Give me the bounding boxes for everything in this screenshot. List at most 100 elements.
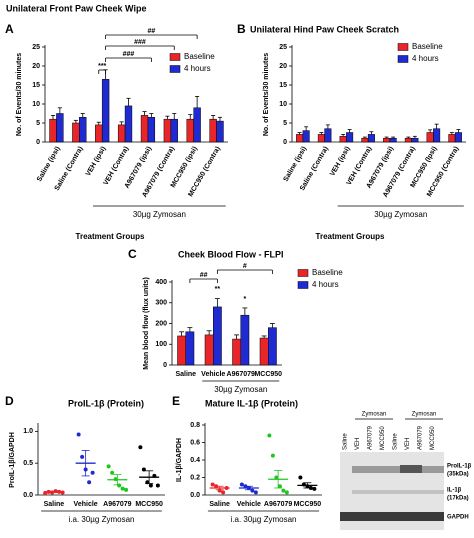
bar bbox=[79, 117, 87, 143]
panel-letter: D bbox=[5, 394, 14, 408]
bar bbox=[404, 137, 412, 143]
sig-annotation: ## bbox=[147, 28, 155, 35]
y-tick-label: 0.4 bbox=[190, 457, 200, 464]
x-tick-label: A967079 bbox=[103, 501, 132, 508]
sig-annotation: ## bbox=[200, 272, 208, 279]
bar bbox=[339, 136, 347, 143]
y-tick-label: 0.8 bbox=[190, 422, 200, 429]
y-tick-label: 25 bbox=[32, 44, 40, 51]
group-label: Zymosan bbox=[412, 412, 437, 418]
bar bbox=[216, 120, 224, 143]
sig-annotation: ### bbox=[134, 39, 146, 46]
bar bbox=[367, 134, 375, 143]
y-tick-label: 10 bbox=[279, 101, 287, 108]
group-label: 30µg Zymosan bbox=[374, 210, 427, 219]
bar bbox=[426, 132, 434, 143]
data-point bbox=[253, 490, 258, 495]
bar bbox=[213, 306, 222, 366]
bar bbox=[140, 115, 149, 143]
group-label: 30µg Zymosan bbox=[214, 385, 267, 394]
bar bbox=[433, 128, 441, 143]
band-label: ProIL-1β bbox=[447, 464, 472, 470]
y-axis-label: IL-1β/GAPDH bbox=[176, 438, 183, 482]
data-point bbox=[76, 432, 81, 437]
y-tick-label: 200 bbox=[155, 320, 167, 327]
y-tick-label: 20 bbox=[32, 63, 40, 70]
x-tick-label: A967079 bbox=[264, 501, 293, 508]
legend-label: Baseline bbox=[184, 52, 215, 61]
data-point bbox=[106, 464, 111, 469]
y-tick-label: 20 bbox=[279, 63, 287, 70]
bar bbox=[101, 79, 110, 143]
data-point bbox=[284, 490, 289, 495]
x-axis-label: Treatment Groups bbox=[76, 232, 145, 241]
x-tick-label: MCC950 bbox=[294, 501, 322, 508]
bar bbox=[361, 137, 369, 143]
bar bbox=[147, 117, 156, 143]
group-label: i.a. 30µg Zymosan bbox=[231, 515, 297, 524]
data-point bbox=[298, 475, 303, 480]
sig-annotation: ### bbox=[123, 51, 135, 58]
bar bbox=[259, 337, 269, 366]
y-tick-label: 0.0 bbox=[23, 492, 33, 499]
x-tick-label: MCC950 bbox=[135, 501, 163, 508]
lane-label: A967079 bbox=[368, 425, 374, 450]
lane-label: MCC950 bbox=[430, 426, 436, 450]
y-tick-label: 5 bbox=[36, 120, 40, 127]
lane-label: Saline bbox=[343, 433, 349, 450]
bar bbox=[56, 113, 64, 143]
y-tick-label: 100 bbox=[155, 341, 167, 348]
band-label: (35kDa) bbox=[447, 472, 469, 478]
legend-label: 4 hours bbox=[312, 280, 339, 289]
legend-swatch bbox=[297, 269, 309, 277]
y-tick-label: 0.5 bbox=[23, 460, 33, 467]
bar bbox=[324, 128, 332, 143]
data-point bbox=[138, 445, 143, 450]
y-tick-label: 0.0 bbox=[190, 492, 200, 499]
panel-letter: A bbox=[5, 22, 14, 36]
y-tick-label: 0 bbox=[163, 362, 167, 369]
bar bbox=[448, 134, 456, 143]
bar bbox=[49, 118, 57, 143]
lane-label: VEH bbox=[405, 438, 411, 450]
y-tick-label: 300 bbox=[155, 300, 167, 307]
data-point bbox=[80, 454, 85, 459]
bar bbox=[163, 118, 172, 143]
bar bbox=[268, 327, 277, 366]
data-point bbox=[281, 488, 286, 493]
legend-label: 4 hours bbox=[412, 54, 439, 63]
x-tick-label: VEH (ipsi) bbox=[329, 145, 352, 177]
x-tick-label: A967079 bbox=[227, 371, 256, 378]
lane-label: A967079 bbox=[418, 425, 424, 450]
chart-title: Unilateral Hind Paw Cheek Scratch bbox=[250, 24, 399, 34]
y-tick-label: 400 bbox=[155, 279, 167, 286]
band-label: GAPDH bbox=[447, 515, 469, 521]
data-point bbox=[250, 488, 255, 493]
legend-swatch bbox=[297, 281, 309, 289]
y-axis-label: No. of Events/30 minutes bbox=[16, 53, 23, 136]
chart-title: ProIL-1β (Protein) bbox=[68, 398, 144, 408]
panel-letter: B bbox=[237, 22, 246, 36]
bar bbox=[186, 118, 194, 143]
panel-letter: E bbox=[172, 394, 180, 408]
x-tick-label: MCC950 bbox=[254, 371, 282, 378]
lane-label: Saline bbox=[393, 433, 399, 450]
y-axis-label: ProIL-1β/GAPDH bbox=[9, 432, 16, 488]
legend-swatch bbox=[169, 53, 181, 61]
legend-swatch bbox=[397, 55, 409, 63]
bar bbox=[454, 132, 462, 143]
data-point bbox=[210, 482, 215, 487]
x-axis-label: Treatment Groups bbox=[316, 232, 385, 241]
sig-annotation: *** bbox=[98, 63, 106, 70]
bar bbox=[170, 118, 178, 143]
y-tick-label: 25 bbox=[279, 44, 287, 51]
x-tick-label: Vehicle bbox=[237, 501, 261, 508]
y-tick-label: 0 bbox=[36, 139, 40, 146]
y-tick-label: 15 bbox=[279, 82, 287, 89]
data-point bbox=[270, 453, 275, 458]
data-point bbox=[120, 486, 125, 491]
x-tick-label: Vehicle bbox=[201, 371, 225, 378]
x-tick-label: Saline (ipsi) bbox=[36, 145, 62, 183]
sig-annotation: * bbox=[244, 296, 247, 303]
bar bbox=[117, 124, 126, 143]
